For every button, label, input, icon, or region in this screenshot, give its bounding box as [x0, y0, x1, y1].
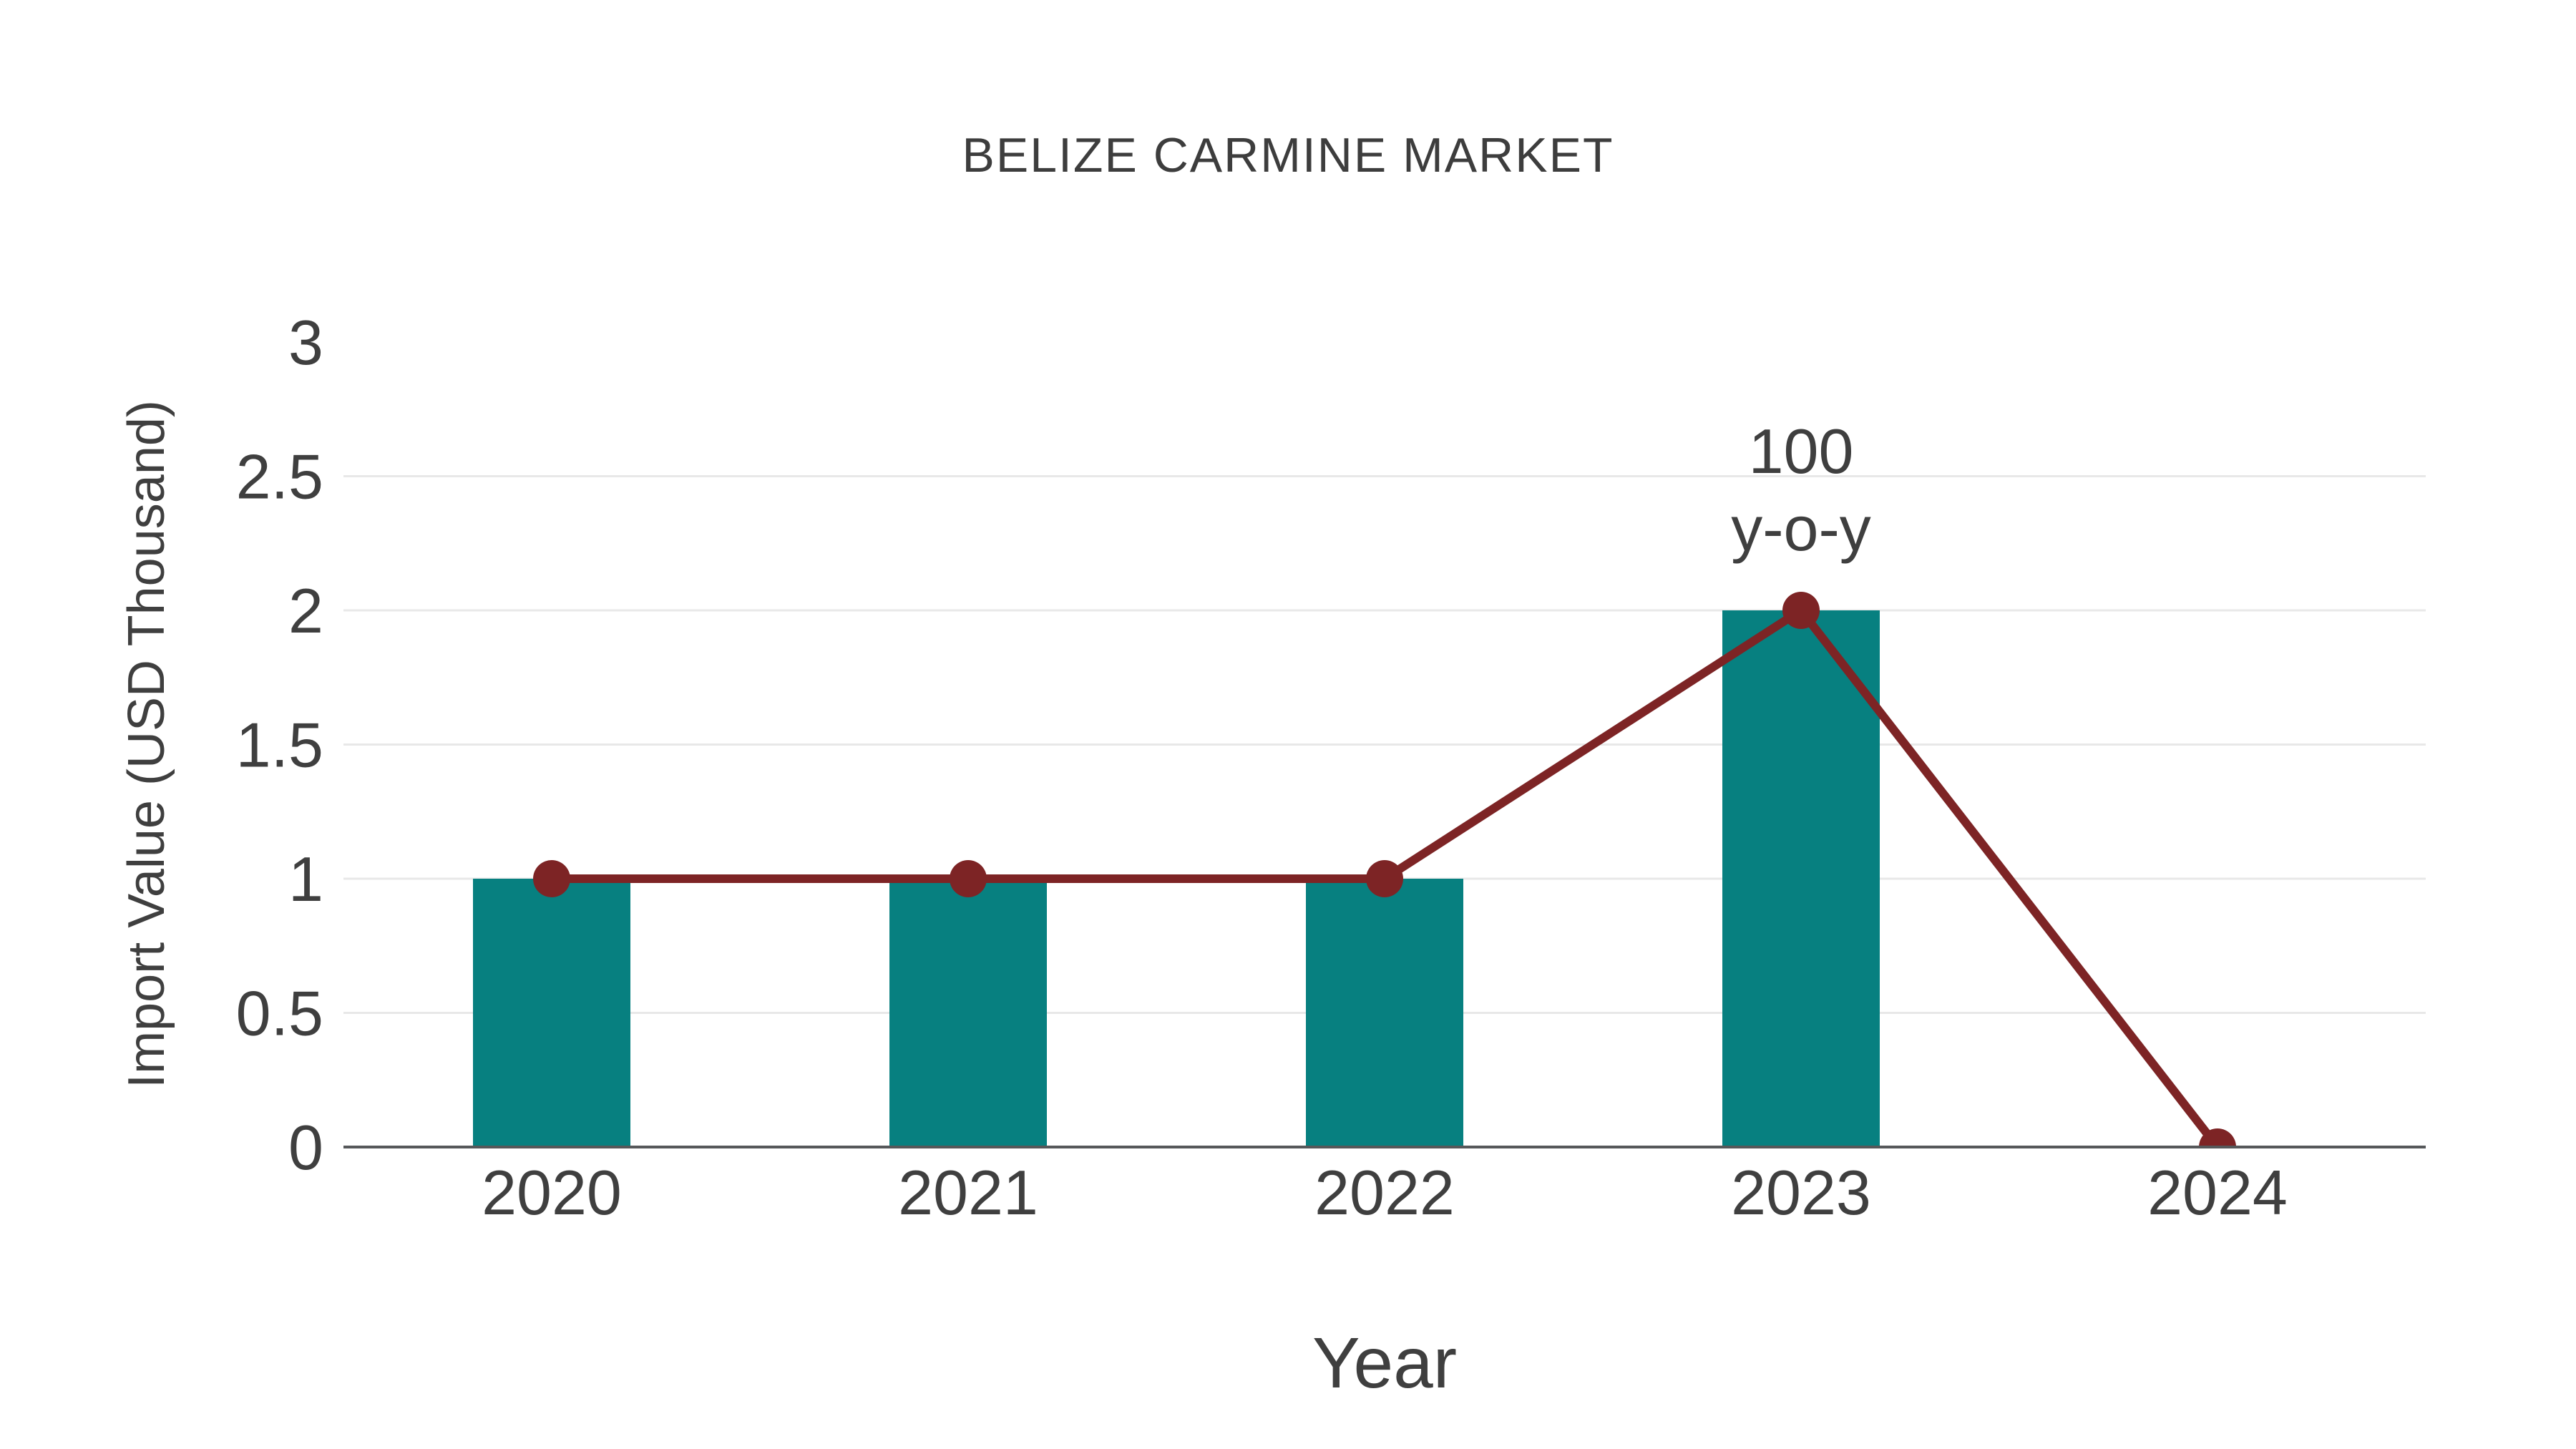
y-tick-label-0: 0 — [288, 1112, 323, 1183]
marker-2021 — [950, 860, 987, 897]
bar-2023 — [1722, 610, 1880, 1147]
x-tick-label-2024: 2024 — [2147, 1157, 2288, 1228]
y-tick-label-1.5: 1.5 — [236, 710, 323, 781]
marker-2024 — [2199, 1128, 2236, 1147]
x-tick-label-2022: 2022 — [1314, 1157, 1455, 1228]
y-axis-title: Import Value (USD Thousand) — [118, 400, 175, 1088]
x-axis-title: Year — [1312, 1323, 1458, 1403]
y-tick-label-2.5: 2.5 — [236, 441, 323, 512]
bar-2020 — [473, 879, 630, 1147]
bar-2022 — [1306, 879, 1463, 1147]
y-tick-label-2: 2 — [288, 575, 323, 646]
y-tick-label-0.5: 0.5 — [236, 978, 323, 1049]
x-tick-label-2021: 2021 — [898, 1157, 1038, 1228]
y-tick-label-3: 3 — [288, 307, 323, 378]
marker-2020 — [533, 860, 570, 897]
y-tick-label-1: 1 — [288, 844, 323, 914]
bar-2021 — [889, 879, 1047, 1147]
x-tick-label-2020: 2020 — [482, 1157, 622, 1228]
marker-2022 — [1366, 860, 1403, 897]
x-tick-label-2023: 2023 — [1731, 1157, 1871, 1228]
chart-title: BELIZE CARMINE MARKET — [962, 128, 1614, 182]
annotation-line-2: y-o-y — [1731, 493, 1871, 564]
annotation-line-1: 100 — [1749, 416, 1854, 487]
marker-2023 — [1782, 592, 1820, 629]
